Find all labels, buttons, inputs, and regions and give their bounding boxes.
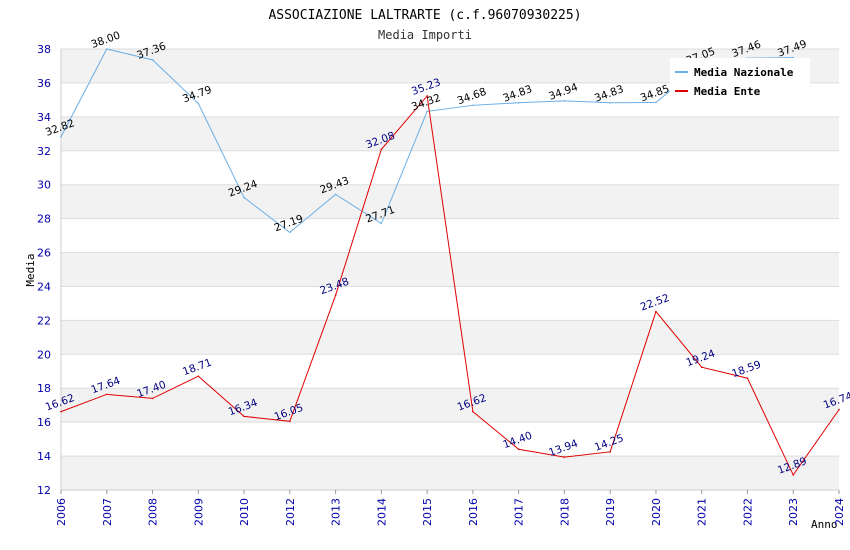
data-label-nazionale: 34.83 [593,83,625,105]
point-nazionale [563,100,566,102]
data-label-nazionale: 34.83 [501,83,533,105]
grid-band [61,184,839,219]
point-nazionale [151,59,154,61]
point-nazionale [197,102,200,105]
x-tick-label: 2010 [238,498,251,526]
grid-band [61,116,839,151]
y-tick-label: 12 [37,484,51,497]
point-ente [289,420,291,423]
x-tick-label: 2024 [833,498,846,526]
point-nazionale [655,101,657,104]
legend-label-ente: Media Ente [694,85,761,98]
x-tick-label: 2012 [284,498,297,526]
point-ente [105,393,108,396]
x-tick-label: 2014 [375,498,388,526]
legend-background [670,58,810,100]
chart-title: ASSOCIAZIONE LALTRARTE (c.f.96070930225) [268,8,581,23]
legend-label-nazionale: Media Nazionale [694,66,794,79]
legend: Media Nazionale Media Ente [670,58,810,100]
y-tick-label: 36 [37,77,51,90]
y-axis-ticks: 12 14 16 18 20 22 24 26 28 30 32 34 36 38 [37,43,51,497]
point-ente [426,95,428,97]
point-ente [609,451,611,453]
chart-subtitle: Media Importi [378,28,472,42]
point-ente [60,410,62,413]
point-ente [380,148,383,151]
x-tick-label: 2023 [787,498,800,526]
x-tick-label: 2008 [147,498,160,526]
x-tick-label: 2013 [330,498,343,526]
data-label-nazionale: 34.68 [456,86,488,108]
point-nazionale [380,222,383,225]
y-tick-label: 24 [37,280,51,293]
point-ente [334,294,337,297]
point-nazionale [243,196,245,199]
x-tick-label: 2020 [650,498,663,526]
x-tick-label: 2016 [467,498,480,526]
y-tick-label: 32 [37,145,51,158]
y-tick-label: 16 [37,416,51,429]
y-tick-label: 14 [37,450,51,463]
point-nazionale [517,101,520,104]
y-axis-label: Media [24,253,37,286]
point-nazionale [472,104,474,107]
x-tick-label: 2017 [513,498,526,526]
point-ente [563,456,566,458]
grid-band [61,388,839,423]
y-tick-label: 34 [37,111,51,124]
point-ente [151,397,154,400]
point-ente [472,410,474,413]
x-tick-label: 2019 [604,498,617,526]
point-ente [792,474,795,476]
x-axis-label: Anno [811,518,838,531]
point-nazionale [60,136,62,138]
y-tick-label: 30 [37,179,51,192]
data-label-ente: 22.52 [639,292,671,314]
point-ente [197,375,200,377]
data-label-ente: 14.25 [593,432,625,454]
y-tick-label: 20 [37,348,51,361]
data-label-nazionale: 34.94 [547,81,580,103]
point-ente [746,377,749,380]
x-tick-label: 2006 [55,498,68,526]
point-ente [517,448,520,451]
point-nazionale [609,101,611,104]
data-label-nazionale: 34.85 [639,83,671,105]
grid-band [61,252,839,287]
gridlines [60,48,839,491]
x-tick-label: 2007 [101,498,114,526]
x-tick-label: 2015 [421,498,434,526]
data-label-ente: 18.71 [181,357,213,379]
x-axis-ticks: 2006 2007 2008 2009 2010 2012 2013 2014 2015 2016… [55,490,846,526]
grid-band [61,456,839,490]
point-nazionale [289,231,291,234]
point-nazionale [426,110,428,113]
x-tick-label: 2018 [558,498,571,526]
point-nazionale [105,48,108,50]
point-ente [243,415,245,418]
series-line-ente [60,94,840,476]
point-nazionale [334,193,337,196]
x-tick-label: 2009 [192,498,205,526]
y-tick-label: 38 [37,43,51,56]
y-tick-label: 26 [37,247,51,260]
y-tick-label: 22 [37,314,51,327]
y-tick-label: 18 [37,382,51,395]
y-tick-label: 28 [37,213,51,226]
x-tick-label: 2022 [741,498,754,526]
data-label-ente: 18.59 [730,359,762,381]
grid-band [61,320,839,355]
background-bands [61,49,839,490]
data-label-nazionale: 38.00 [90,29,122,51]
point-ente [655,310,657,313]
point-ente [700,366,703,368]
x-tick-label: 2021 [696,498,709,526]
point-ente [838,408,840,411]
